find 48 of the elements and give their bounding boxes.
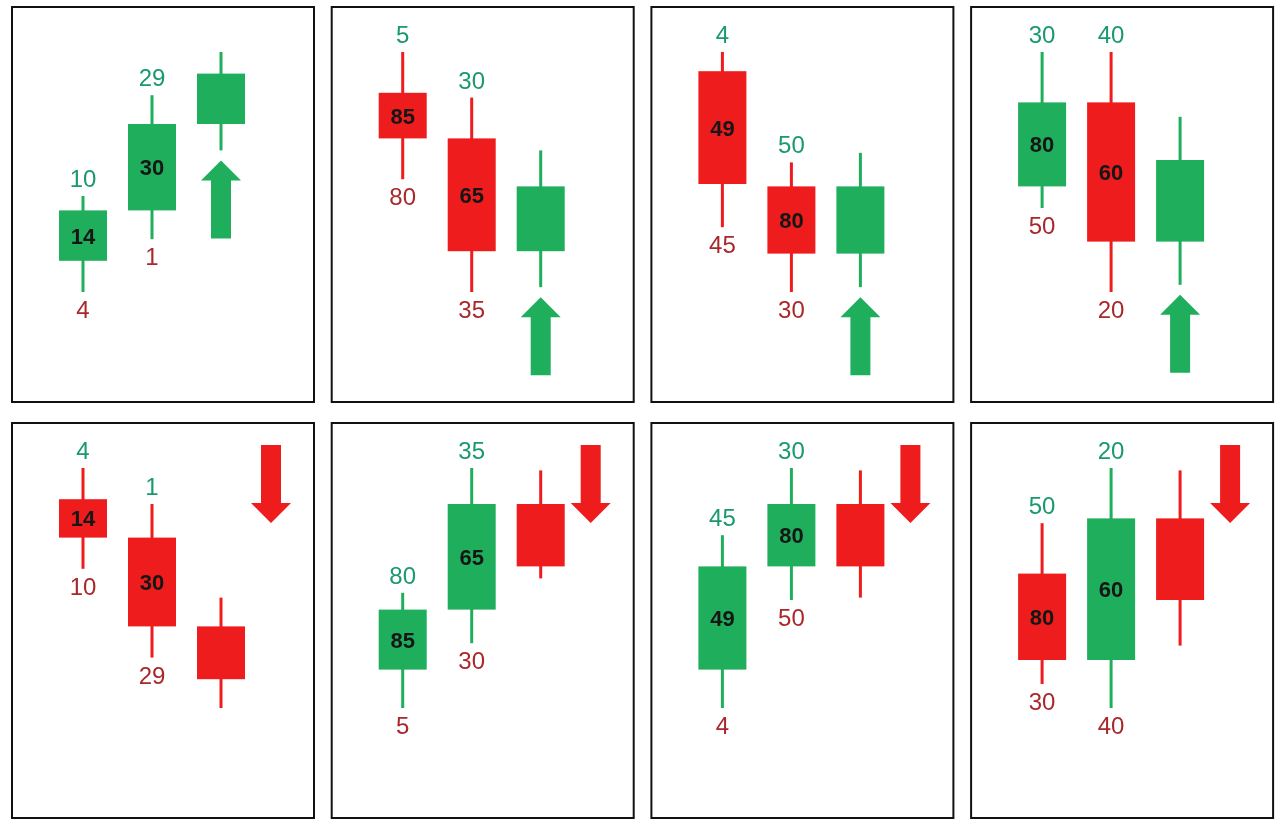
annotation: 30 xyxy=(778,296,805,323)
annotation: 60 xyxy=(1098,577,1124,603)
annotation: 80 xyxy=(779,523,804,549)
annotation: 30 xyxy=(458,66,486,94)
annotation: 4 xyxy=(76,296,90,323)
annotation: 40 xyxy=(1097,712,1125,739)
annotation: 20 xyxy=(1097,437,1125,464)
annotation: 65 xyxy=(459,182,484,208)
annotation: 50 xyxy=(778,604,805,631)
annotation: 65 xyxy=(459,544,484,570)
annotation: 30 xyxy=(139,570,165,595)
annotation: 60 xyxy=(1098,160,1124,185)
annotation: 80 xyxy=(779,208,804,233)
annotation: 30 xyxy=(1028,688,1056,715)
annotation: 10 xyxy=(69,165,97,192)
annotation: 80 xyxy=(1029,604,1055,630)
annotation: 20 xyxy=(1097,296,1125,323)
annotation: 49 xyxy=(710,115,735,141)
annotation: 30 xyxy=(458,647,486,675)
annotation: 14 xyxy=(70,223,96,249)
annotation: 30 xyxy=(139,155,165,181)
annotation: 50 xyxy=(1028,492,1056,520)
annotation: 49 xyxy=(710,606,735,631)
annotation: 1 xyxy=(145,473,159,500)
annotation: 80 xyxy=(389,561,417,589)
annotation: 30 xyxy=(1028,21,1056,48)
annotation: 35 xyxy=(458,437,486,464)
annotation: 35 xyxy=(458,296,486,323)
annotation: 50 xyxy=(1028,212,1056,239)
annotation: 5 xyxy=(396,21,410,48)
annotation: 4 xyxy=(76,437,90,464)
annotation: 29 xyxy=(138,661,166,689)
annotation: 45 xyxy=(709,231,736,259)
annotation: 10 xyxy=(69,572,97,600)
annotation: 40 xyxy=(1097,21,1125,48)
annotation: 4 xyxy=(715,712,730,739)
annotation: 50 xyxy=(778,131,805,159)
annotation: 30 xyxy=(778,437,805,464)
annotation: 4 xyxy=(715,21,730,48)
annotation: 85 xyxy=(390,103,415,129)
annotation: 29 xyxy=(138,64,166,92)
annotation: 5 xyxy=(396,712,410,739)
annotation: 80 xyxy=(389,183,417,211)
annotation: 80 xyxy=(1029,132,1055,158)
annotation: 14 xyxy=(70,506,96,532)
annotation: 45 xyxy=(709,504,736,532)
annotation: 1 xyxy=(145,243,159,271)
annotation: 85 xyxy=(390,627,415,653)
